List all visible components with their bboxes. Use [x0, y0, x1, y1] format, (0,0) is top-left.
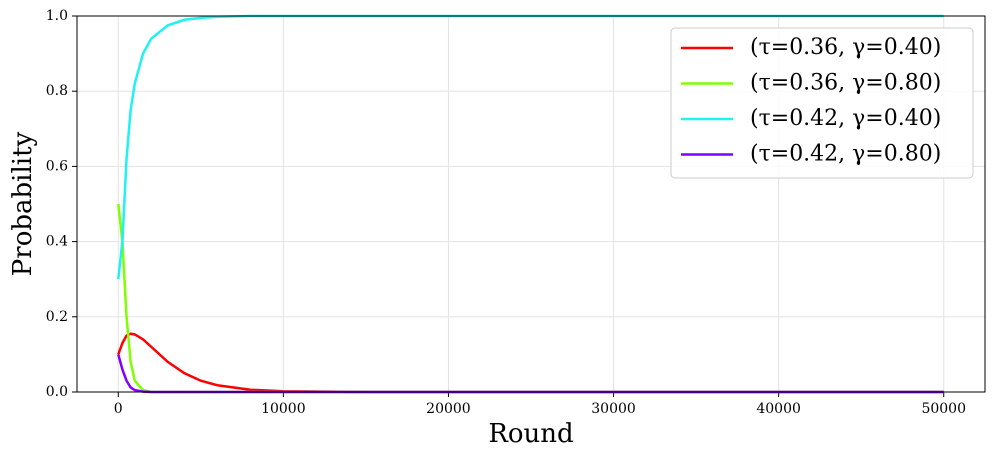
y-tick-label: 0.0 [46, 384, 68, 400]
plot-frame [76, 15, 986, 393]
y-tick-label: 0.8 [46, 83, 68, 99]
y-tick-label: 1.0 [46, 8, 68, 24]
x-axis-label: Round [488, 419, 573, 449]
y-tick-label: 0.6 [46, 158, 68, 174]
y-tick-label: 0.4 [46, 234, 68, 250]
x-tick-label: 0 [114, 401, 123, 417]
legend-box [670, 27, 974, 179]
x-tick-label: 50000 [921, 401, 966, 417]
y-axis-label: Probability [8, 131, 38, 276]
x-tick-label: 40000 [756, 401, 801, 417]
legend-label: (τ=0.42, γ=0.80) [750, 142, 941, 167]
x-tick-label: 20000 [426, 401, 471, 417]
y-tick-label: 0.2 [46, 309, 68, 325]
series-line [117, 203, 944, 394]
series-line [117, 354, 944, 394]
x-tick-label: 30000 [591, 401, 636, 417]
x-tick-label: 10000 [261, 401, 306, 417]
legend-label: (τ=0.36, γ=0.80) [750, 71, 941, 96]
legend-label: (τ=0.42, γ=0.40) [750, 106, 941, 131]
series-line [117, 332, 944, 394]
legend-label: (τ=0.36, γ=0.40) [750, 35, 941, 60]
